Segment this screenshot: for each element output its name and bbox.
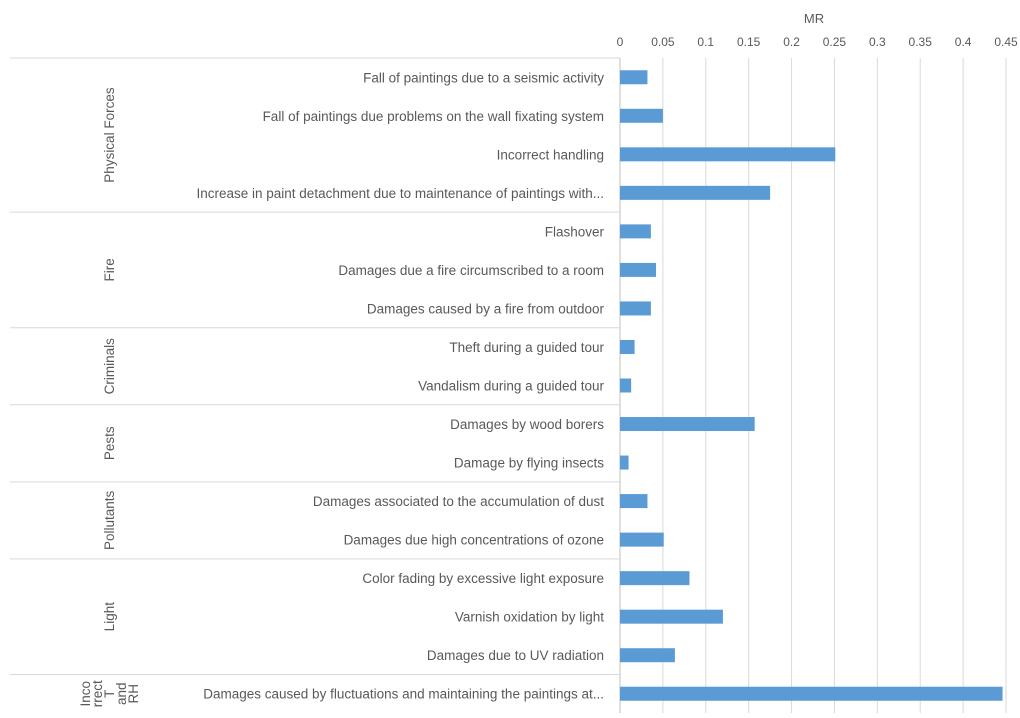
bar xyxy=(620,378,632,393)
bars xyxy=(620,70,1003,701)
bar xyxy=(620,70,648,85)
group-label-line: Pollutants xyxy=(102,490,117,550)
category-label: Color fading by excessive light exposure xyxy=(362,571,604,586)
category-label: Damages due a fire circumscribed to a ro… xyxy=(338,263,604,278)
category-label: Damage by flying insects xyxy=(454,456,604,471)
group-label: Criminals xyxy=(102,338,117,395)
group-label: Pollutants xyxy=(102,490,117,550)
category-label: Damages by wood borers xyxy=(450,417,604,432)
group-label: Physical Forces xyxy=(102,87,117,183)
x-tick-label: 0.1 xyxy=(697,35,714,49)
x-tick-label: 0.2 xyxy=(783,35,800,49)
category-label: Damages due high concentrations of ozone xyxy=(344,533,604,548)
category-label: Incorrect handling xyxy=(497,147,604,162)
group-label-line: and xyxy=(114,682,129,705)
group-label: Light xyxy=(102,602,117,632)
group-label: IncorrectTandRH xyxy=(78,680,141,707)
bar xyxy=(620,224,651,239)
bar xyxy=(620,532,664,547)
bar xyxy=(620,301,651,316)
x-tick-label: 0.25 xyxy=(823,35,847,49)
bar xyxy=(620,262,657,277)
x-tick-label: 0.15 xyxy=(737,35,761,49)
bar xyxy=(620,648,675,663)
category-label: Damages associated to the accumulation o… xyxy=(313,494,604,509)
group-label-line: Pests xyxy=(102,426,117,460)
x-axis-title: MR xyxy=(804,11,824,26)
bar xyxy=(620,147,836,162)
category-label: Fall of paintings due to a seismic activ… xyxy=(363,70,604,85)
group-label-line: T xyxy=(102,690,117,698)
group-label: Pests xyxy=(102,426,117,460)
group-labels: Physical Forces Fire Criminals Pests Polluta… xyxy=(78,87,141,707)
x-tick-label: 0.05 xyxy=(651,35,675,49)
group-separators xyxy=(10,57,620,675)
category-label: Damages caused by fluctuations and maint… xyxy=(203,687,604,702)
category-label: Vandalism during a guided tour xyxy=(418,379,604,394)
bar xyxy=(620,108,663,123)
category-label: Fall of paintings due problems on the wa… xyxy=(263,109,604,124)
gridlines xyxy=(619,58,1007,713)
bar xyxy=(620,686,1003,701)
category-label: Damages caused by a fire from outdoor xyxy=(367,301,605,316)
group-label-line: rrect xyxy=(90,680,105,707)
category-label: Varnish oxidation by light xyxy=(455,610,604,625)
group-label-line: Criminals xyxy=(102,338,117,395)
x-tick-label: 0.45 xyxy=(994,35,1018,49)
group-label-line: Inco xyxy=(78,681,93,707)
bar xyxy=(620,609,723,624)
category-label: Damages due to UV radiation xyxy=(427,648,604,663)
category-label: Flashover xyxy=(545,224,605,239)
bar xyxy=(620,417,755,432)
bar xyxy=(620,455,629,470)
x-axis-ticks: 0 0.05 0.1 0.15 0.2 0.25 0.3 0.35 0.4 0.45 xyxy=(617,35,1018,49)
bar xyxy=(620,571,690,586)
category-label: Theft during a guided tour xyxy=(449,340,604,355)
group-label-line: Light xyxy=(102,602,117,632)
x-tick-label: 0.35 xyxy=(909,35,933,49)
group-label-line: RH xyxy=(126,684,141,704)
bar xyxy=(620,185,771,200)
category-label: Increase in paint detachment due to main… xyxy=(196,186,604,201)
x-tick-label: 0.3 xyxy=(869,35,886,49)
group-label-line: Fire xyxy=(102,258,117,281)
x-tick-label: 0 xyxy=(617,35,624,49)
group-label: Fire xyxy=(102,258,117,281)
bar xyxy=(620,339,635,354)
bar xyxy=(620,494,648,509)
x-tick-label: 0.4 xyxy=(955,35,972,49)
category-labels: Fall of paintings due to a seismic activ… xyxy=(196,70,604,701)
group-label-line: Physical Forces xyxy=(102,87,117,183)
